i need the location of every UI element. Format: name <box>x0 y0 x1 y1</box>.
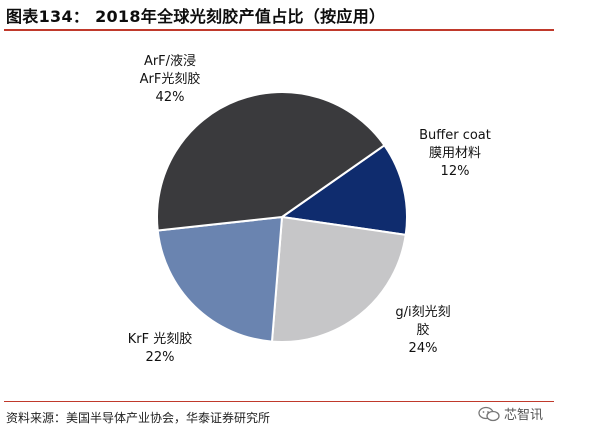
label-arf-line2: ArF光刻胶 <box>139 72 201 87</box>
label-gi-line2: 胶 <box>416 323 430 338</box>
slice-arf <box>156 91 386 232</box>
label-gi-line1: g/i刻光刻 <box>395 305 451 320</box>
slice-krf <box>156 215 284 343</box>
label-krf-percent: 22% <box>145 350 175 365</box>
chart-title: 图表134： 2018年全球光刻胶产值占比（按应用） <box>6 7 386 26</box>
wechat-icon <box>478 406 500 421</box>
source-note: 资料来源：美国半导体产业协会，华泰证券研究所 <box>6 411 271 425</box>
watermark-text: 芯智讯 <box>504 408 544 423</box>
slice-buffer-coat <box>279 143 408 236</box>
label-arf-percent: 42% <box>155 90 185 105</box>
label-arf: ArF/液浸 ArF光刻胶 42% <box>120 53 220 107</box>
label-buffer-coat-line1: Buffer coat <box>419 128 491 143</box>
title-divider <box>4 29 554 31</box>
label-krf: KrF 光刻胶 22% <box>110 331 210 367</box>
label-buffer-coat-line2: 膜用材料 <box>428 146 481 161</box>
label-gi-line: g/i刻光刻 胶 24% <box>378 304 468 358</box>
label-buffer-coat: Buffer coat 膜用材料 12% <box>395 127 515 181</box>
watermark: 芯智讯 <box>478 404 543 423</box>
label-buffer-coat-percent: 12% <box>440 164 470 179</box>
label-krf-line1: KrF 光刻胶 <box>127 332 193 347</box>
label-gi-percent: 24% <box>408 341 438 356</box>
slice-gi-line <box>270 215 407 343</box>
footer-divider <box>4 401 554 402</box>
pie-chart <box>156 91 408 343</box>
label-arf-line1: ArF/液浸 <box>143 54 197 69</box>
